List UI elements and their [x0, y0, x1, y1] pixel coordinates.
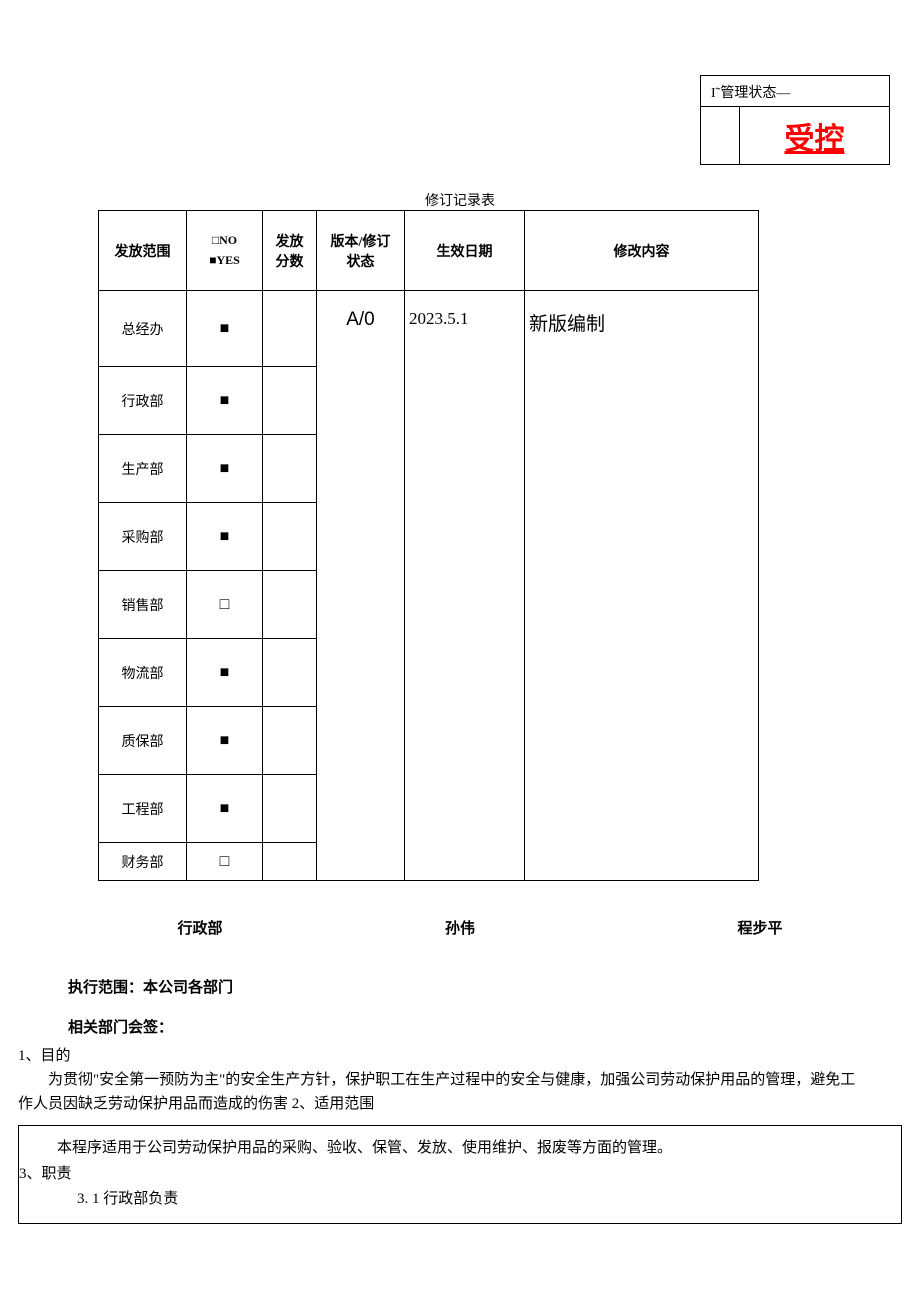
table-row: 总经办 ■ A/0 2023.5.1 新版编制 [99, 291, 759, 367]
header-version-l2: 状态 [317, 251, 404, 271]
dept-cell: 质保部 [99, 707, 187, 775]
check-cell: □ [187, 571, 263, 639]
dept-cell: 行政部 [99, 367, 187, 435]
copies-cell [263, 571, 317, 639]
checkbox-icon: ■ [220, 320, 230, 337]
signature-row: 行政部 孙伟 程步平 [0, 917, 920, 938]
controlled-stamp-text: 受控 [785, 114, 845, 158]
execution-scope: 执行范围：本公司各部门 [68, 976, 233, 997]
check-cell: ■ [187, 775, 263, 843]
management-status-box: I˜管理状态― 受控 [700, 75, 890, 165]
checkbox-icon: ■ [220, 664, 230, 681]
header-scope: 发放范围 [99, 211, 187, 291]
dept-cell: 工程部 [99, 775, 187, 843]
section-1-body-line1: 为贯彻"安全第一预防为主"的安全生产方针，保护职工在生产过程中的安全与健康，加强… [18, 1068, 902, 1092]
dept-cell: 采购部 [99, 503, 187, 571]
checkbox-icon: □ [220, 853, 230, 870]
check-cell: ■ [187, 707, 263, 775]
table-header-row: 发放范围 □NO ■YES 发放 分数 版本/修订 状态 生效日期 修改内容 [99, 211, 759, 291]
bottom-line2: 3、职责 [19, 1162, 901, 1188]
check-cell: ■ [187, 503, 263, 571]
change-content-cell: 新版编制 [525, 291, 759, 881]
dept-cell: 物流部 [99, 639, 187, 707]
status-stamp-blank [700, 107, 740, 165]
header-copies-l2: 分数 [263, 251, 316, 271]
management-status-label: I˜管理状态― [700, 75, 890, 107]
checkbox-icon: ■ [220, 528, 230, 545]
checkbox-icon: ■ [220, 392, 230, 409]
version-cell: A/0 [317, 291, 405, 881]
dept-cell: 财务部 [99, 843, 187, 881]
revision-tbody: 总经办 ■ A/0 2023.5.1 新版编制 行政部 ■ 生产部 ■ 采购部 … [99, 291, 759, 881]
header-yesno: □NO ■YES [187, 211, 263, 291]
check-cell: ■ [187, 291, 263, 367]
signature-dept: 行政部 [0, 917, 300, 938]
signature-name1: 孙伟 [300, 917, 620, 938]
dept-cell: 总经办 [99, 291, 187, 367]
checkbox-icon: ■ [220, 732, 230, 749]
checkbox-icon: □ [220, 596, 230, 613]
department-countersign: 相关部门会签： [68, 1016, 173, 1037]
copies-cell [263, 291, 317, 367]
copies-cell [263, 775, 317, 843]
revision-record-table: 发放范围 □NO ■YES 发放 分数 版本/修订 状态 生效日期 修改内容 总… [98, 210, 759, 881]
bottom-line1: 本程序适用于公司劳动保护用品的采购、验收、保管、发放、使用维护、报废等方面的管理… [19, 1136, 901, 1162]
header-version: 版本/修订 状态 [317, 211, 405, 291]
dept-cell: 销售部 [99, 571, 187, 639]
bottom-line3: 3. 1 行政部负责 [19, 1187, 901, 1213]
status-stamp-row: 受控 [700, 107, 890, 165]
header-yes-option: ■YES [187, 251, 262, 270]
section-1-body-line2: 作人员因缺乏劳动保护用品而造成的伤害 2、适用范围 [18, 1092, 902, 1116]
copies-cell [263, 435, 317, 503]
header-copies: 发放 分数 [263, 211, 317, 291]
check-cell: ■ [187, 639, 263, 707]
header-effdate: 生效日期 [405, 211, 525, 291]
check-cell: ■ [187, 435, 263, 503]
section-1-title: 1、目的 [18, 1044, 71, 1065]
dept-cell: 生产部 [99, 435, 187, 503]
check-cell: ■ [187, 367, 263, 435]
checkbox-icon: ■ [220, 800, 230, 817]
copies-cell [263, 639, 317, 707]
copies-cell [263, 503, 317, 571]
copies-cell [263, 843, 317, 881]
copies-cell [263, 707, 317, 775]
header-content: 修改内容 [525, 211, 759, 291]
bottom-text-box: 本程序适用于公司劳动保护用品的采购、验收、保管、发放、使用维护、报废等方面的管理… [18, 1125, 902, 1224]
controlled-stamp: 受控 [740, 107, 890, 165]
checkbox-icon: ■ [220, 460, 230, 477]
check-cell: □ [187, 843, 263, 881]
header-version-l1: 版本/修订 [317, 231, 404, 251]
effdate-cell: 2023.5.1 [405, 291, 525, 881]
signature-name2: 程步平 [620, 917, 900, 938]
copies-cell [263, 367, 317, 435]
header-copies-l1: 发放 [263, 231, 316, 251]
header-no-option: □NO [187, 231, 262, 250]
revision-table-title: 修订记录表 [0, 190, 920, 210]
